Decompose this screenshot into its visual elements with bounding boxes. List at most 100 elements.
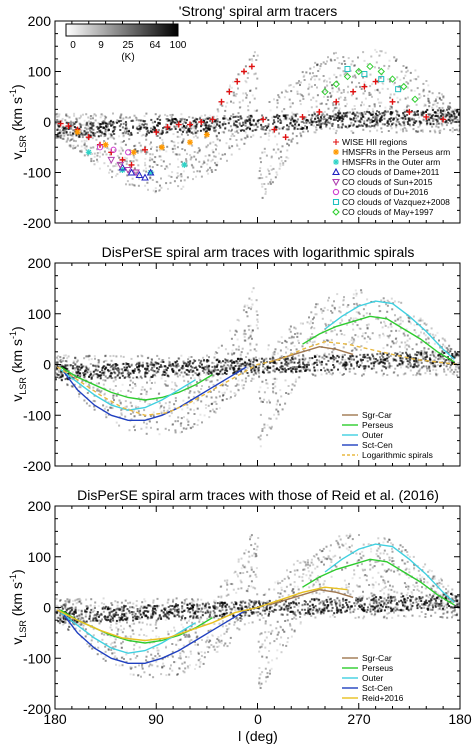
data-point-wise-hii-regions — [218, 98, 225, 105]
co-emission-map — [55, 533, 460, 689]
data-point-co-clouds-of-may-1997 — [343, 72, 352, 81]
data-point-hmsfrs-in-the-perseus-arm — [187, 139, 193, 146]
data-point-wise-hii-regions — [423, 113, 430, 120]
legend-label: CO clouds of Vazquez+2008 — [342, 197, 450, 207]
panel-2-title: DisPerSE spiral arm traces with logarith… — [102, 244, 415, 260]
data-point-wise-hii-regions — [234, 78, 241, 85]
data-point-wise-hii-regions — [271, 126, 278, 133]
data-point-wise-hii-regions — [389, 98, 396, 105]
legend-label: CO clouds of Du+2016 — [342, 187, 429, 197]
legend-label: HMSFRs in the Outer arm — [342, 157, 440, 167]
y-tick-label: -200 — [23, 215, 51, 231]
co-emission-map — [55, 48, 460, 199]
data-point-co-clouds-of-vazquez-2008 — [378, 76, 385, 83]
data-point-wise-hii-regions — [175, 121, 182, 128]
legend-marker — [333, 159, 339, 165]
panel-2-plot: 200 100 0 -100 -200 Sgr-CarPerseusOuterSct-Ce… — [23, 255, 461, 474]
data-point-wise-hii-regions — [209, 116, 216, 123]
data-point-co-clouds-of-vazquez-2008 — [344, 65, 351, 72]
data-point-wise-hii-regions — [164, 124, 171, 131]
y-tick-label: 200 — [28, 498, 52, 514]
data-point-co-clouds-of-du-2016 — [110, 146, 117, 153]
data-point-co-clouds-of-may-1997 — [355, 67, 363, 76]
y-tick-label: -100 — [23, 650, 51, 666]
data-point-co-clouds-of-dame-2011 — [141, 173, 149, 181]
data-point-wise-hii-regions — [350, 88, 357, 95]
panel-1-title: 'Strong' spiral arm tracers — [179, 3, 338, 19]
series-line-reid-2016 — [56, 586, 348, 642]
colorbar-tick-9: 9 — [98, 40, 104, 51]
data-point-co-clouds-of-vazquez-2008 — [395, 86, 402, 93]
data-point-wise-hii-regions — [119, 156, 126, 163]
x-tick-label-180-left: 180 — [43, 711, 67, 727]
data-point-wise-hii-regions — [142, 146, 148, 153]
series-layer — [56, 300, 458, 421]
legend-label: Reid+2016 — [362, 693, 404, 703]
y-tick-label: 200 — [28, 13, 52, 29]
y-tick-label: 100 — [28, 64, 52, 80]
data-point-co-clouds-of-du-2016 — [125, 149, 132, 156]
legend-marker — [333, 149, 339, 155]
legend-marker — [332, 198, 340, 206]
y-tick-label: 0 — [43, 357, 51, 373]
panel-1-ylabel: vLSR (km s-1) — [8, 84, 28, 159]
colorbar-tick-64: 64 — [149, 40, 161, 51]
data-point-wise-hii-regions — [361, 83, 368, 90]
data-point-wise-hii-regions — [299, 113, 306, 120]
data-point-wise-hii-regions — [241, 68, 247, 75]
data-point-co-clouds-of-sun-2015 — [124, 166, 132, 175]
legend-label: Sct-Cen — [362, 440, 393, 450]
data-point-co-clouds-of-may-1997 — [332, 80, 340, 88]
data-point-hmsfrs-in-the-outer-arm — [147, 169, 154, 176]
data-point-wise-hii-regions — [440, 116, 447, 123]
data-point-co-clouds-of-dame-2011 — [135, 170, 144, 179]
data-point-co-clouds-of-may-1997 — [388, 75, 397, 83]
series-line-outer — [60, 300, 455, 411]
y-tick-label: -200 — [23, 701, 51, 717]
colorbar: 0 9 25 64 100 (K) — [65, 23, 187, 63]
data-point-hmsfrs-in-the-perseus-arm — [130, 149, 137, 156]
data-point-co-clouds-of-vazquez-2008 — [361, 71, 368, 78]
panel-1-plot: 200 100 0 -100 -200 WISE HII regions HMSFRs in… — [23, 13, 461, 231]
data-point-hmsfrs-in-the-perseus-arm — [203, 131, 210, 138]
data-point-co-clouds-of-dame-2011 — [127, 168, 136, 176]
legend-marker — [332, 178, 340, 187]
data-point-wise-hii-regions — [282, 134, 289, 141]
series-line-sgr-car — [268, 588, 354, 606]
y-tick-label: 0 — [43, 114, 51, 130]
data-point-wise-hii-regions — [187, 121, 193, 128]
legend-label: Sgr-Car — [362, 653, 392, 663]
y-tick-label: 0 — [43, 600, 51, 616]
colorbar-tick-100: 100 — [170, 40, 187, 51]
data-point-wise-hii-regions — [128, 161, 135, 168]
data-point-co-clouds-of-sun-2015 — [107, 156, 116, 164]
series-line-logarithmic-spirals — [56, 340, 458, 417]
legend-marker — [332, 188, 340, 196]
series-layer — [56, 543, 455, 664]
legend-label: WISE HII regions — [342, 137, 407, 147]
data-point-co-clouds-of-may-1997 — [366, 62, 374, 71]
legend-label: Logarithmic spirals — [362, 450, 433, 460]
data-point-hmsfrs-in-the-perseus-arm — [102, 141, 109, 148]
legend-label: Perseus — [362, 420, 393, 430]
colorbar-gradient — [65, 23, 179, 37]
series-layer — [57, 62, 447, 181]
y-tick-label: -100 — [23, 165, 51, 181]
x-tick-label-90: 90 — [148, 711, 164, 727]
colorbar-tick-25: 25 — [122, 40, 134, 51]
data-point-co-clouds-of-dame-2011 — [146, 168, 155, 176]
legend-label: CO clouds of Dame+2011 — [342, 167, 440, 177]
panel-3-title: DisPerSE spiral arm traces with those of… — [77, 487, 439, 503]
data-point-co-clouds-of-sun-2015 — [116, 161, 125, 169]
panel-2-ylabel: vLSR (km s-1) — [8, 326, 28, 401]
data-point-wise-hii-regions — [406, 108, 413, 115]
data-point-co-clouds-of-may-1997 — [400, 82, 408, 91]
data-point-wise-hii-regions — [248, 63, 255, 70]
legend-marker — [332, 167, 340, 176]
legend-marker — [333, 139, 339, 145]
series-line-perseus — [60, 315, 455, 401]
y-tick-label: 100 — [28, 306, 52, 322]
panel-3-plot: 200 100 0 -100 -200 Sgr-CarPerseusOuterSct-Ce… — [23, 498, 461, 717]
data-point-wise-hii-regions — [372, 78, 379, 85]
